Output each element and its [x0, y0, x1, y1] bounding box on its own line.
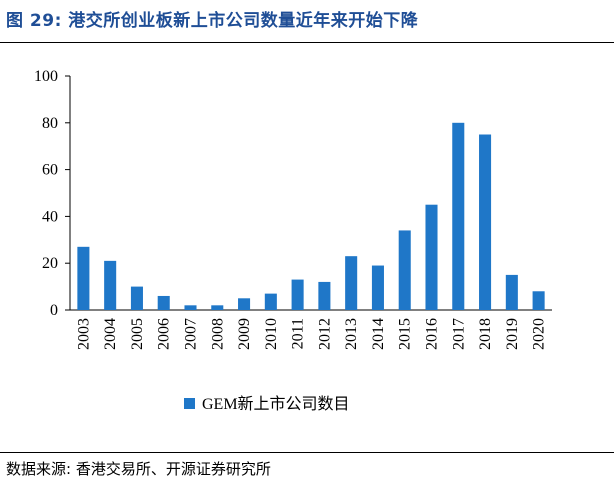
x-tick-label: 2016	[424, 318, 441, 350]
bar	[452, 122, 465, 310]
bar	[398, 230, 411, 310]
y-tick-label: 100	[34, 68, 58, 85]
x-tick-label: 2007	[183, 318, 200, 350]
y-axis: 0 20 40 60 80 100	[34, 68, 71, 319]
x-tick-label: 2019	[504, 318, 521, 350]
x-tick-label: 2013	[343, 318, 360, 350]
x-tick-label: 2006	[156, 318, 173, 350]
source-note: 数据来源: 香港交易所、开源证券研究所	[6, 460, 271, 478]
x-tick-label: 2011	[290, 318, 307, 349]
bar	[532, 291, 545, 310]
bar	[157, 295, 170, 310]
legend: GEM新上市公司数目	[184, 395, 350, 413]
x-tick-label: 2009	[236, 318, 253, 350]
bar	[318, 281, 331, 310]
x-tick-label: 2010	[263, 318, 280, 350]
bar	[264, 293, 277, 310]
bars	[77, 122, 545, 310]
y-tick-label: 0	[50, 302, 58, 319]
title-divider	[0, 42, 614, 43]
legend-swatch	[184, 398, 195, 409]
bar	[345, 256, 358, 310]
bar	[425, 204, 438, 310]
bar	[104, 260, 117, 310]
y-tick-label: 80	[42, 115, 58, 132]
figure-title: 图 29: 港交所创业板新上市公司数量近年来开始下降	[6, 11, 419, 31]
bar	[291, 279, 304, 310]
bar	[238, 298, 251, 310]
bar	[77, 246, 90, 310]
bar	[211, 305, 224, 310]
bar	[371, 265, 384, 310]
x-tick-label: 2005	[129, 318, 146, 350]
bar	[184, 305, 197, 310]
y-tick-label: 40	[42, 208, 58, 225]
x-tick-label: 2017	[450, 318, 467, 350]
x-tick-label: 2003	[75, 318, 92, 350]
x-tick-label: 2004	[102, 318, 119, 350]
x-tick-label: 2020	[531, 318, 548, 350]
bar	[505, 274, 518, 310]
bar	[130, 286, 143, 310]
x-tick-label: 2018	[477, 318, 494, 350]
x-axis: 2003 2004 2005 2006 2007 2008 2009 2010 2011 2012…	[70, 309, 552, 350]
source-divider	[0, 452, 614, 453]
x-tick-label: 2008	[209, 318, 226, 350]
y-tick-label: 60	[42, 162, 58, 179]
x-tick-label: 2014	[370, 318, 387, 350]
x-tick-label: 2012	[316, 318, 333, 350]
x-tick-label: 2015	[397, 318, 414, 350]
bar	[479, 134, 492, 310]
y-tick-label: 20	[42, 255, 58, 272]
legend-label: GEM新上市公司数目	[202, 395, 350, 413]
